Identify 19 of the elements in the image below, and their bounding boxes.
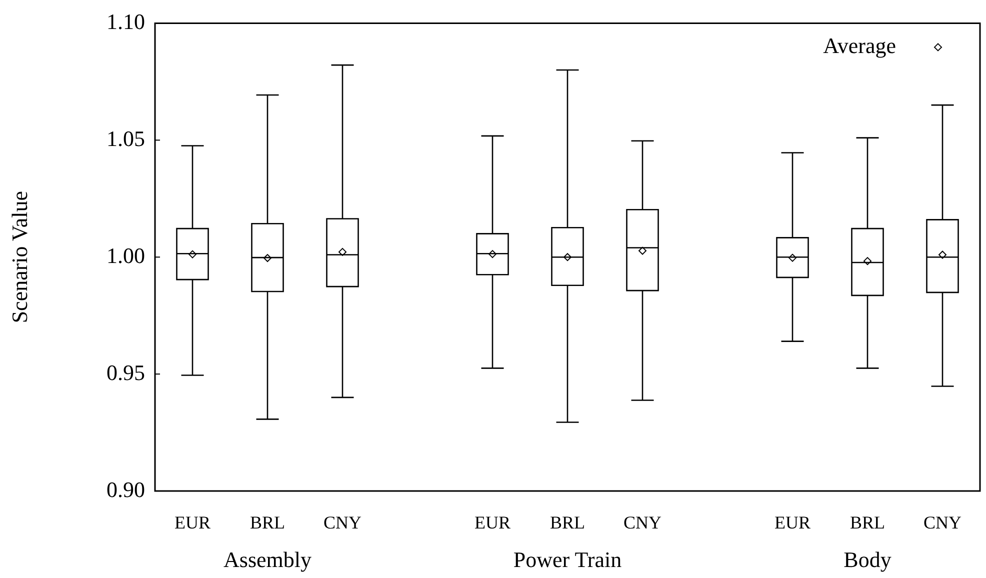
x-tick-label: BRL	[550, 512, 586, 533]
x-tick-label: BRL	[250, 512, 286, 533]
text: Power Train	[513, 546, 622, 572]
x-tick-label: EUR	[474, 512, 510, 533]
x-tick-label: CNY	[923, 512, 962, 533]
y-tick-label: 1.00	[106, 242, 145, 268]
y-axis-title: Scenario Value	[6, 191, 32, 324]
x-tick-label: EUR	[174, 512, 210, 533]
text: Body	[844, 546, 892, 572]
legend-label: Average	[823, 32, 896, 58]
text: Assembly	[224, 546, 312, 572]
x-tick-label: BRL	[850, 512, 886, 533]
y-tick-label: 0.95	[106, 360, 145, 385]
x-tick-label: EUR	[774, 512, 810, 533]
y-tick-label: 1.10	[106, 8, 145, 34]
y-tick-label: 0.90	[106, 476, 145, 502]
x-tick-label: CNY	[623, 512, 662, 533]
x-tick-label: CNY	[323, 512, 362, 533]
y-tick-label: 1.05	[106, 126, 145, 151]
